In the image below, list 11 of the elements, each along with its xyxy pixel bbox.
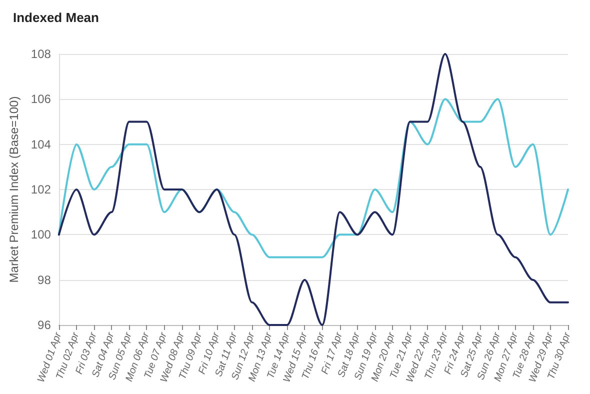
- y-tick-label: 108: [30, 47, 52, 61]
- y-tick-label: 102: [30, 182, 52, 196]
- y-tick-label: 96: [38, 318, 52, 332]
- line-series: [58, 98, 569, 258]
- y-axis-title: Market Premium Index (Base=100): [7, 96, 21, 283]
- y-tick-label: 98: [38, 272, 52, 287]
- chart-title: Indexed Mean: [13, 10, 100, 25]
- y-tick-label: 100: [30, 228, 52, 242]
- y-tick-label: 106: [30, 92, 52, 106]
- y-tick-label: 104: [30, 137, 52, 152]
- line-series: [58, 53, 569, 326]
